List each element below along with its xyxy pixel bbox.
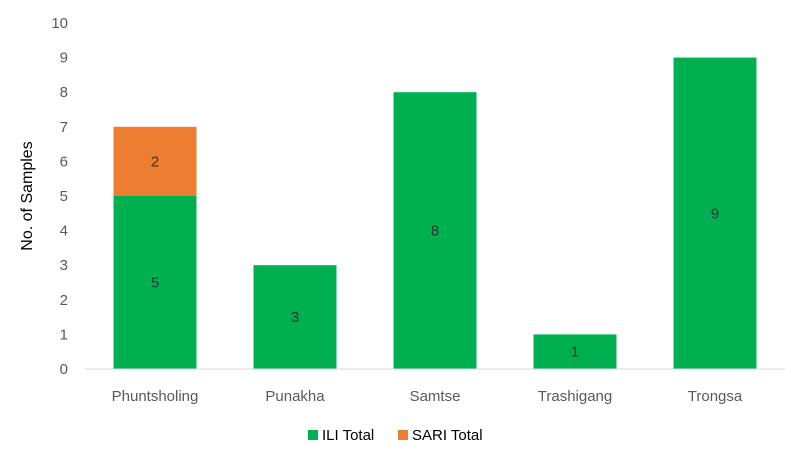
y-tick-label: 6 (60, 153, 68, 170)
y-axis-title-group: No. of Samples (19, 141, 36, 250)
y-tick-label: 3 (60, 257, 68, 274)
y-tick-label: 8 (60, 84, 68, 101)
legend-swatch (398, 430, 408, 440)
bar-ili-total (533, 334, 617, 369)
bar-sari-total (113, 126, 197, 196)
legend-label: ILI Total (322, 427, 374, 444)
y-axis-ticks: 0 1 2 3 4 5 6 7 8 9 10 (51, 15, 68, 378)
x-tick-label: Trashigang (538, 388, 613, 405)
x-tick-label: Phuntsholing (112, 388, 199, 405)
bar-ili-total (393, 92, 477, 369)
legend-swatch (308, 430, 318, 440)
y-tick-label: 4 (60, 223, 68, 240)
y-tick-label: 0 (60, 361, 68, 378)
y-tick-label: 1 (60, 326, 68, 343)
x-tick-label: Trongsa (688, 388, 743, 405)
bar-ili-total (253, 265, 337, 369)
data-label: 9 (711, 205, 719, 222)
x-axis-ticks: Phuntsholing Punakha Samtse Trashigang Trong… (112, 388, 743, 405)
legend: ILI Total SARI Total (308, 427, 483, 444)
y-tick-label: 2 (60, 292, 68, 309)
data-label: 1 (571, 344, 579, 361)
legend-label: SARI Total (412, 427, 483, 444)
bar-ili-total (673, 57, 757, 369)
x-tick-label: Samtse (410, 388, 461, 405)
data-label: 2 (151, 153, 159, 170)
bar-ili-total (113, 196, 197, 369)
y-tick-label: 10 (51, 15, 68, 32)
y-tick-label: 7 (60, 119, 68, 136)
data-label: 8 (431, 223, 439, 240)
data-label: 3 (291, 309, 299, 326)
bars: 5 2 3 8 1 9 (113, 57, 757, 369)
y-axis-title: No. of Samples (19, 141, 36, 250)
x-tick-label: Punakha (265, 388, 325, 405)
data-label: 5 (151, 275, 159, 292)
y-tick-label: 9 (60, 50, 68, 67)
y-tick-label: 5 (60, 188, 68, 205)
